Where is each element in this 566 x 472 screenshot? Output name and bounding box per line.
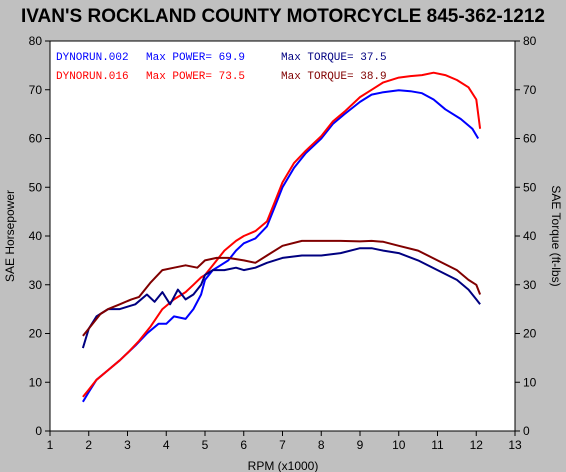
legend-run-1: DYNORUN.002	[56, 52, 129, 64]
y-tick-label-left: 80	[29, 34, 43, 48]
y-tick-label-right: 30	[523, 278, 537, 292]
x-tick-label: 10	[392, 438, 406, 452]
y-tick-label-left: 70	[29, 83, 43, 97]
y-tick-label-right: 40	[523, 229, 537, 243]
y-tick-label-right: 50	[523, 180, 537, 194]
x-axis-label: RPM (x1000)	[248, 459, 319, 472]
y-tick-label-left: 60	[29, 132, 43, 146]
y-tick-label-right: 20	[523, 327, 537, 341]
x-tick-label: 3	[124, 438, 131, 452]
y-tick-label-left: 50	[29, 180, 43, 194]
plot-area	[49, 40, 516, 432]
legend-power-1: Max POWER= 69.9	[146, 52, 245, 64]
x-tick-label: 8	[318, 438, 325, 452]
y-tick-label-right: 70	[523, 83, 537, 97]
legend-run-2: DYNORUN.016	[56, 71, 129, 83]
y-tick-label-right: 10	[523, 375, 537, 389]
x-tick-label: 13	[508, 438, 522, 452]
x-tick-label: 6	[240, 438, 247, 452]
y-axis-label-left: SAE Horsepower	[3, 190, 17, 282]
y-tick-label-left: 10	[29, 375, 43, 389]
x-tick-label: 5	[202, 438, 209, 452]
chart-title: IVAN'S ROCKLAND COUNTY MOTORCYCLE 845-36…	[21, 6, 545, 27]
y-tick-label-left: 40	[29, 229, 43, 243]
x-tick-label: 12	[470, 438, 484, 452]
y-axis-label-right: SAE Torque (ft-lbs)	[549, 185, 563, 286]
x-tick-label: 11	[431, 438, 444, 452]
y-tick-label-left: 30	[29, 278, 43, 292]
y-tick-label-left: 0	[35, 424, 42, 438]
y-tick-label-right: 0	[523, 424, 530, 438]
y-tick-label-right: 60	[523, 132, 537, 146]
x-tick-label: 9	[357, 438, 364, 452]
x-tick-label: 7	[279, 438, 286, 452]
x-tick-label: 2	[85, 438, 92, 452]
series-line-torque-run-016	[82, 239, 482, 337]
x-tick-label: 4	[163, 438, 170, 452]
y-tick-label-left: 20	[29, 327, 43, 341]
legend-power-2: Max POWER= 73.5	[146, 71, 245, 83]
legend-torque-2: Max TORQUE= 38.9	[281, 71, 387, 83]
series-line-torque-run-002	[81, 247, 481, 349]
series-line-power-run-016	[82, 71, 482, 398]
x-tick-label: 1	[47, 438, 54, 452]
y-tick-label-right: 80	[523, 34, 537, 48]
legend-torque-1: Max TORQUE= 37.5	[281, 52, 387, 64]
